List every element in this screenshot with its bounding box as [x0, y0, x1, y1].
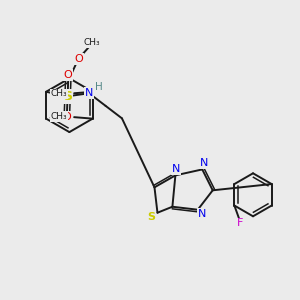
- Text: F: F: [237, 218, 243, 229]
- Text: CH₃: CH₃: [51, 112, 68, 121]
- Text: O: O: [63, 112, 71, 122]
- Text: O: O: [64, 70, 73, 80]
- Text: N: N: [198, 209, 206, 219]
- Text: N: N: [172, 164, 180, 174]
- Text: S: S: [148, 212, 155, 222]
- Text: N: N: [85, 88, 93, 98]
- Text: CH₃: CH₃: [83, 38, 100, 47]
- Text: S: S: [63, 90, 72, 103]
- Text: O: O: [74, 54, 83, 64]
- Text: CH₃: CH₃: [51, 89, 68, 98]
- Text: N: N: [200, 158, 208, 168]
- Text: H: H: [95, 82, 103, 92]
